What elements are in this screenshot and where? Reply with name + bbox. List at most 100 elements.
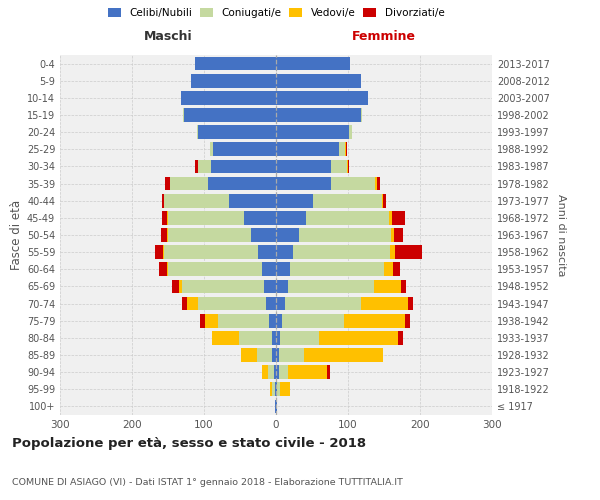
Bar xyxy=(276,91,368,104)
Bar xyxy=(276,348,279,362)
Bar xyxy=(167,228,168,242)
Bar xyxy=(241,348,257,362)
Text: Femmine: Femmine xyxy=(352,30,416,43)
Bar xyxy=(163,246,164,259)
Bar xyxy=(272,382,275,396)
Bar xyxy=(211,160,276,173)
Text: Popolazione per età, sesso e stato civile - 2018: Popolazione per età, sesso e stato civil… xyxy=(12,438,366,450)
Bar xyxy=(181,91,276,104)
Bar xyxy=(262,366,268,379)
Bar xyxy=(275,382,276,396)
Bar xyxy=(276,262,290,276)
Bar xyxy=(168,228,251,242)
Bar xyxy=(394,262,400,276)
Bar xyxy=(277,382,280,396)
Bar xyxy=(391,228,394,242)
Bar xyxy=(161,228,167,242)
Bar xyxy=(283,314,344,328)
Bar xyxy=(293,246,390,259)
Bar xyxy=(218,314,269,328)
Bar xyxy=(280,331,319,344)
Bar xyxy=(268,366,274,379)
Bar xyxy=(280,382,290,396)
Bar xyxy=(168,262,262,276)
Bar xyxy=(182,296,187,310)
Bar xyxy=(198,160,211,173)
Bar xyxy=(200,314,205,328)
Bar xyxy=(390,246,395,259)
Bar xyxy=(344,314,405,328)
Bar xyxy=(164,246,258,259)
Bar xyxy=(276,382,277,396)
Bar xyxy=(304,348,383,362)
Bar xyxy=(276,366,279,379)
Bar xyxy=(327,366,330,379)
Bar xyxy=(349,126,352,139)
Bar xyxy=(198,126,276,139)
Bar xyxy=(401,280,406,293)
Bar xyxy=(392,211,405,224)
Bar xyxy=(394,228,403,242)
Bar xyxy=(276,160,331,173)
Bar xyxy=(272,331,276,344)
Bar xyxy=(212,331,239,344)
Bar xyxy=(258,246,276,259)
Bar xyxy=(276,400,277,413)
Bar xyxy=(276,194,313,207)
Bar xyxy=(331,176,376,190)
Bar xyxy=(162,211,167,224)
Bar xyxy=(196,160,198,173)
Bar xyxy=(155,246,163,259)
Y-axis label: Fasce di età: Fasce di età xyxy=(10,200,23,270)
Bar xyxy=(279,366,287,379)
Bar xyxy=(276,331,280,344)
Bar xyxy=(239,331,272,344)
Bar xyxy=(345,142,346,156)
Y-axis label: Anni di nascita: Anni di nascita xyxy=(556,194,566,276)
Bar xyxy=(196,56,276,70)
Bar xyxy=(257,348,272,362)
Bar xyxy=(408,296,413,310)
Bar xyxy=(395,246,422,259)
Bar xyxy=(279,348,304,362)
Bar xyxy=(274,366,276,379)
Bar xyxy=(266,296,276,310)
Bar xyxy=(347,160,348,173)
Bar xyxy=(382,194,383,207)
Bar xyxy=(348,160,349,173)
Bar xyxy=(167,262,168,276)
Bar xyxy=(306,211,389,224)
Bar xyxy=(269,314,276,328)
Bar xyxy=(374,280,401,293)
Bar xyxy=(251,228,276,242)
Bar xyxy=(276,211,306,224)
Bar xyxy=(272,348,276,362)
Bar xyxy=(205,314,218,328)
Bar xyxy=(405,314,410,328)
Bar xyxy=(229,194,276,207)
Bar xyxy=(208,176,276,190)
Bar xyxy=(384,262,394,276)
Bar xyxy=(276,74,361,88)
Bar xyxy=(172,280,179,293)
Bar xyxy=(276,246,293,259)
Bar xyxy=(212,142,276,156)
Bar xyxy=(276,314,283,328)
Bar xyxy=(161,194,164,207)
Bar xyxy=(389,211,392,224)
Bar xyxy=(184,108,276,122)
Bar xyxy=(164,194,229,207)
Bar xyxy=(276,126,349,139)
Bar xyxy=(340,142,345,156)
Bar xyxy=(313,194,382,207)
Bar xyxy=(276,56,350,70)
Bar xyxy=(286,296,361,310)
Bar xyxy=(346,142,347,156)
Bar xyxy=(287,366,327,379)
Bar xyxy=(262,262,276,276)
Bar xyxy=(191,74,276,88)
Bar xyxy=(361,108,362,122)
Bar xyxy=(319,331,398,344)
Bar xyxy=(383,194,386,207)
Bar xyxy=(170,176,208,190)
